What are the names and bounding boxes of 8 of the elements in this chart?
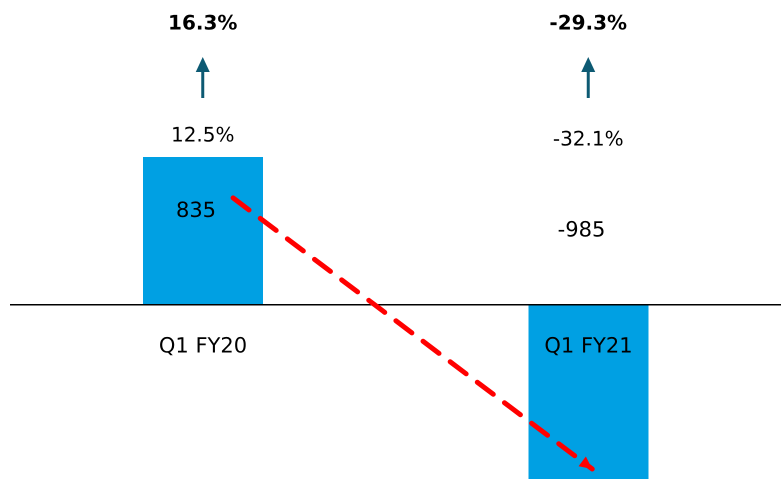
data-label: -985 (558, 218, 606, 242)
x-tick-label: Q1 FY20 (158, 334, 248, 358)
text: 12.5% (170, 122, 235, 146)
x-tick-label: Q1 FY21 (544, 334, 633, 358)
text: -32.1% (552, 126, 624, 150)
text: 16.3% (168, 10, 238, 34)
text: -29.3% (549, 10, 628, 34)
data-label: 835 (176, 198, 216, 222)
